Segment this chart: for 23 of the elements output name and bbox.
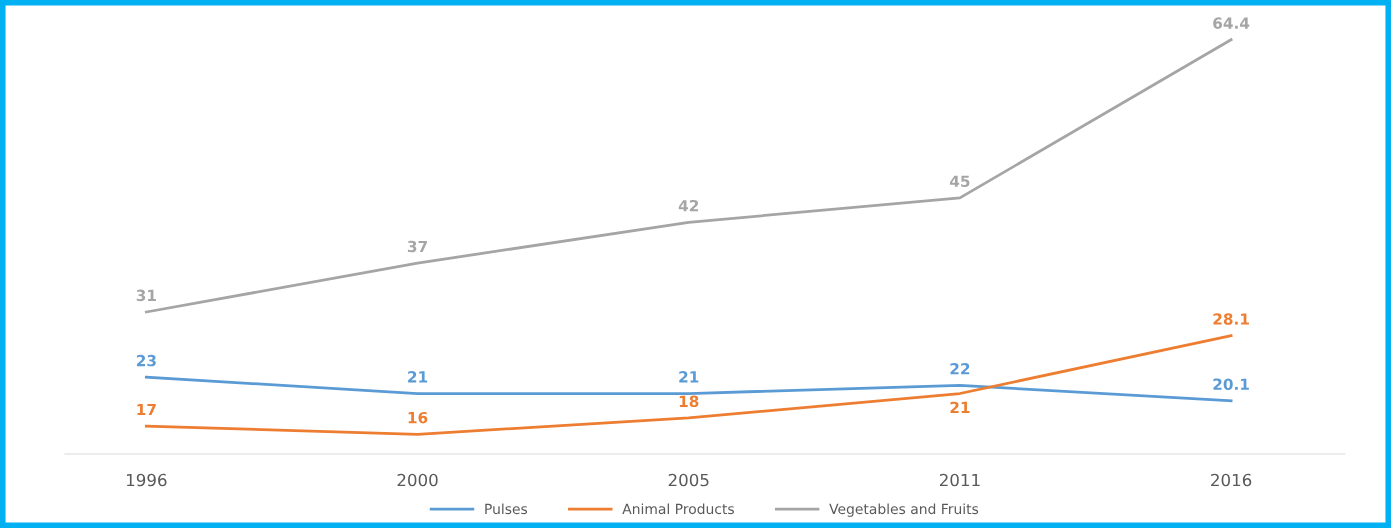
data-label: 31 xyxy=(136,289,156,302)
x-tick-label: 2016 xyxy=(1211,473,1252,487)
data-label: 20.1 xyxy=(1213,378,1249,391)
data-label: 45 xyxy=(949,175,970,188)
data-label: 21 xyxy=(408,371,428,383)
data-label: 22 xyxy=(950,362,970,375)
x-tick-label: 1996 xyxy=(126,473,167,487)
x-tick-label: 2005 xyxy=(668,473,709,487)
data-label: 64.4 xyxy=(1213,17,1250,29)
data-label: 37 xyxy=(407,240,427,253)
legend-label: Animal Products xyxy=(622,503,734,515)
data-label: 28.1 xyxy=(1213,313,1249,325)
data-label: 42 xyxy=(678,199,699,212)
legend-label: Vegetables and Fruits xyxy=(829,503,979,517)
legend-label: Pulses xyxy=(485,503,528,515)
data-label: 23 xyxy=(136,354,156,367)
data-label: 17 xyxy=(137,403,156,416)
data-label: 21 xyxy=(950,401,970,414)
data-label: 16 xyxy=(408,411,428,424)
x-tick-label: 2011 xyxy=(939,473,980,487)
x-tick-label: 2000 xyxy=(397,473,438,487)
data-label: 21 xyxy=(679,371,699,383)
data-label: 18 xyxy=(679,395,699,408)
